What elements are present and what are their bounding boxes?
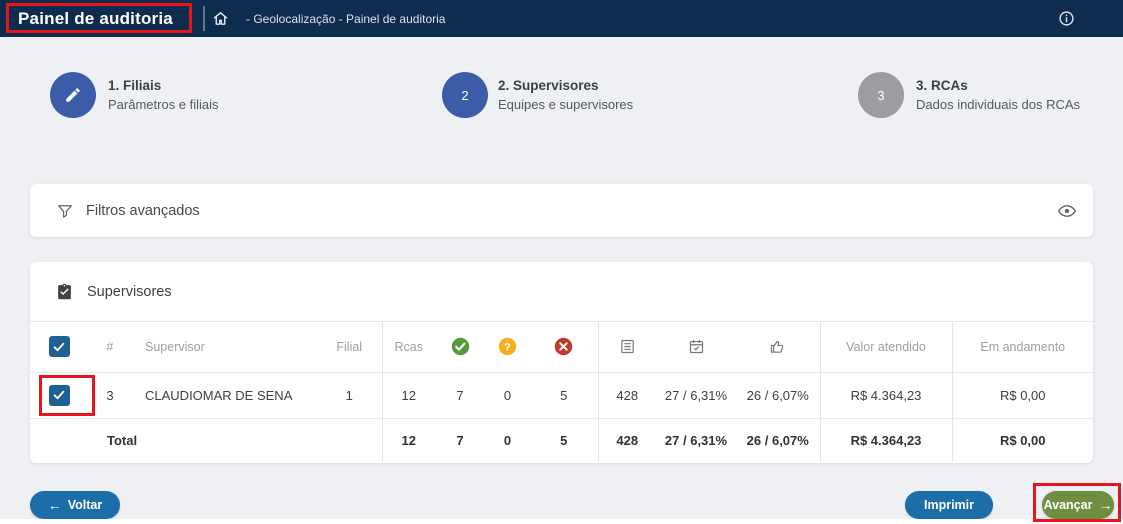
eye-icon[interactable]	[1057, 201, 1077, 221]
cell-error: 5	[530, 372, 598, 419]
col-number: #	[88, 322, 132, 373]
cell-visits: 428	[597, 372, 656, 419]
supervisores-table: # Supervisor Filial Rcas ?	[30, 322, 1093, 462]
col-pending: ?	[485, 322, 530, 373]
stepper-step-supervisores[interactable]: 2 2. Supervisores Equipes e supervisores	[442, 72, 633, 118]
col-valor-atendido: Valor atendido	[819, 322, 952, 373]
select-all-checkbox[interactable]	[48, 336, 70, 358]
cell-filial: 1	[317, 372, 382, 419]
pencil-icon	[66, 88, 80, 102]
table-title: Supervisores	[87, 283, 172, 300]
next-button-label: Avançar	[1043, 498, 1093, 512]
calendar-check-icon	[689, 340, 703, 354]
supervisores-panel: Supervisores # Supervisor Fili	[30, 262, 1093, 463]
step3-title: 3. RCAs	[916, 78, 968, 93]
svg-text:?: ?	[504, 342, 511, 354]
col-em-andamento: Em andamento	[951, 322, 1093, 373]
row-checkbox[interactable]	[48, 384, 70, 406]
print-button[interactable]: Imprimir	[905, 491, 993, 519]
col-rcas: Rcas	[381, 322, 435, 373]
topbar-divider	[203, 6, 205, 31]
total-valor: R$ 4.364,23	[819, 418, 952, 462]
step3-subtitle: Dados individuais dos RCAs	[916, 97, 1081, 112]
back-button[interactable]: ← Voltar	[30, 491, 120, 519]
back-button-label: Voltar	[67, 498, 103, 512]
step1-circle	[50, 72, 96, 118]
col-scheduled	[656, 322, 736, 373]
filters-title[interactable]: Filtros avançados	[86, 202, 200, 219]
page-title: Painel de auditoria	[18, 8, 173, 28]
stepper-step-filiais[interactable]: 1. Filiais Parâmetros e filiais	[50, 72, 219, 118]
total-pending: 0	[503, 432, 512, 448]
cell-approved: 26 / 6,07%	[736, 372, 820, 419]
col-approved	[736, 322, 820, 373]
cell-valor: R$ 4.364,23	[819, 372, 952, 419]
advanced-filters-panel: Filtros avançados	[30, 184, 1093, 237]
step2-title: 2. Supervisores	[498, 78, 599, 93]
total-visits: 428	[597, 418, 656, 462]
next-button[interactable]: Avançar →	[1042, 491, 1114, 519]
top-navigation-bar: Painel de auditoria - Geolocalização - P…	[0, 0, 1123, 37]
cell-supervisor: CLAUDIOMAR DE SENA	[132, 372, 317, 419]
col-visits	[597, 322, 656, 373]
bottom-strip	[0, 519, 1123, 524]
table-row: 3 CLAUDIOMAR DE SENA 1 12 7 0 5 428 27 /…	[30, 372, 1093, 419]
check-circle-icon	[451, 338, 469, 356]
arrow-left-icon: ←	[47, 497, 62, 513]
table-header-row: # Supervisor Filial Rcas ?	[30, 322, 1093, 373]
cell-andamento: R$ 0,00	[951, 372, 1093, 419]
col-filial: Filial	[317, 322, 382, 373]
funnel-icon	[58, 204, 72, 218]
col-error	[530, 322, 598, 373]
stepper-step-rcas[interactable]: 3 3. RCAs Dados individuais dos RCAs	[858, 72, 1080, 118]
list-icon	[620, 340, 634, 354]
step1-title: 1. Filiais	[108, 78, 162, 93]
cell-number: 3	[88, 372, 132, 419]
col-success	[435, 322, 485, 373]
total-rcas: 12	[381, 418, 435, 462]
table-total-row: Total 12 7 0 5 428 27 / 6,31% 26 / 6,07%…	[30, 418, 1093, 462]
total-error: 5	[560, 432, 568, 448]
cell-success: 7	[435, 372, 485, 419]
total-label: Total	[107, 432, 138, 448]
info-icon[interactable]	[1058, 10, 1075, 27]
thumbs-up-icon	[771, 341, 784, 354]
step2-circle: 2	[442, 72, 488, 118]
step1-subtitle: Parâmetros e filiais	[108, 97, 219, 112]
total-scheduled: 27 / 6,31%	[664, 432, 728, 448]
step2-subtitle: Equipes e supervisores	[498, 97, 634, 112]
question-circle-icon: ?	[498, 338, 517, 356]
breadcrumb: - Geolocalização - Painel de auditoria	[246, 11, 446, 26]
arrow-right-icon: →	[1098, 497, 1113, 513]
col-supervisor: Supervisor	[132, 322, 317, 373]
total-approved: 26 / 6,07%	[746, 432, 809, 448]
x-circle-icon	[555, 338, 573, 356]
cell-pending: 0	[485, 372, 530, 419]
home-icon[interactable]	[212, 10, 229, 27]
step3-circle: 3	[858, 72, 904, 118]
clipboard-check-icon	[58, 283, 71, 300]
cell-scheduled: 27 / 6,31%	[656, 372, 736, 419]
cell-rcas: 12	[381, 372, 435, 419]
total-success: 7	[456, 432, 464, 448]
print-button-label: Imprimir	[923, 498, 974, 512]
total-andamento: R$ 0,00	[951, 418, 1093, 462]
